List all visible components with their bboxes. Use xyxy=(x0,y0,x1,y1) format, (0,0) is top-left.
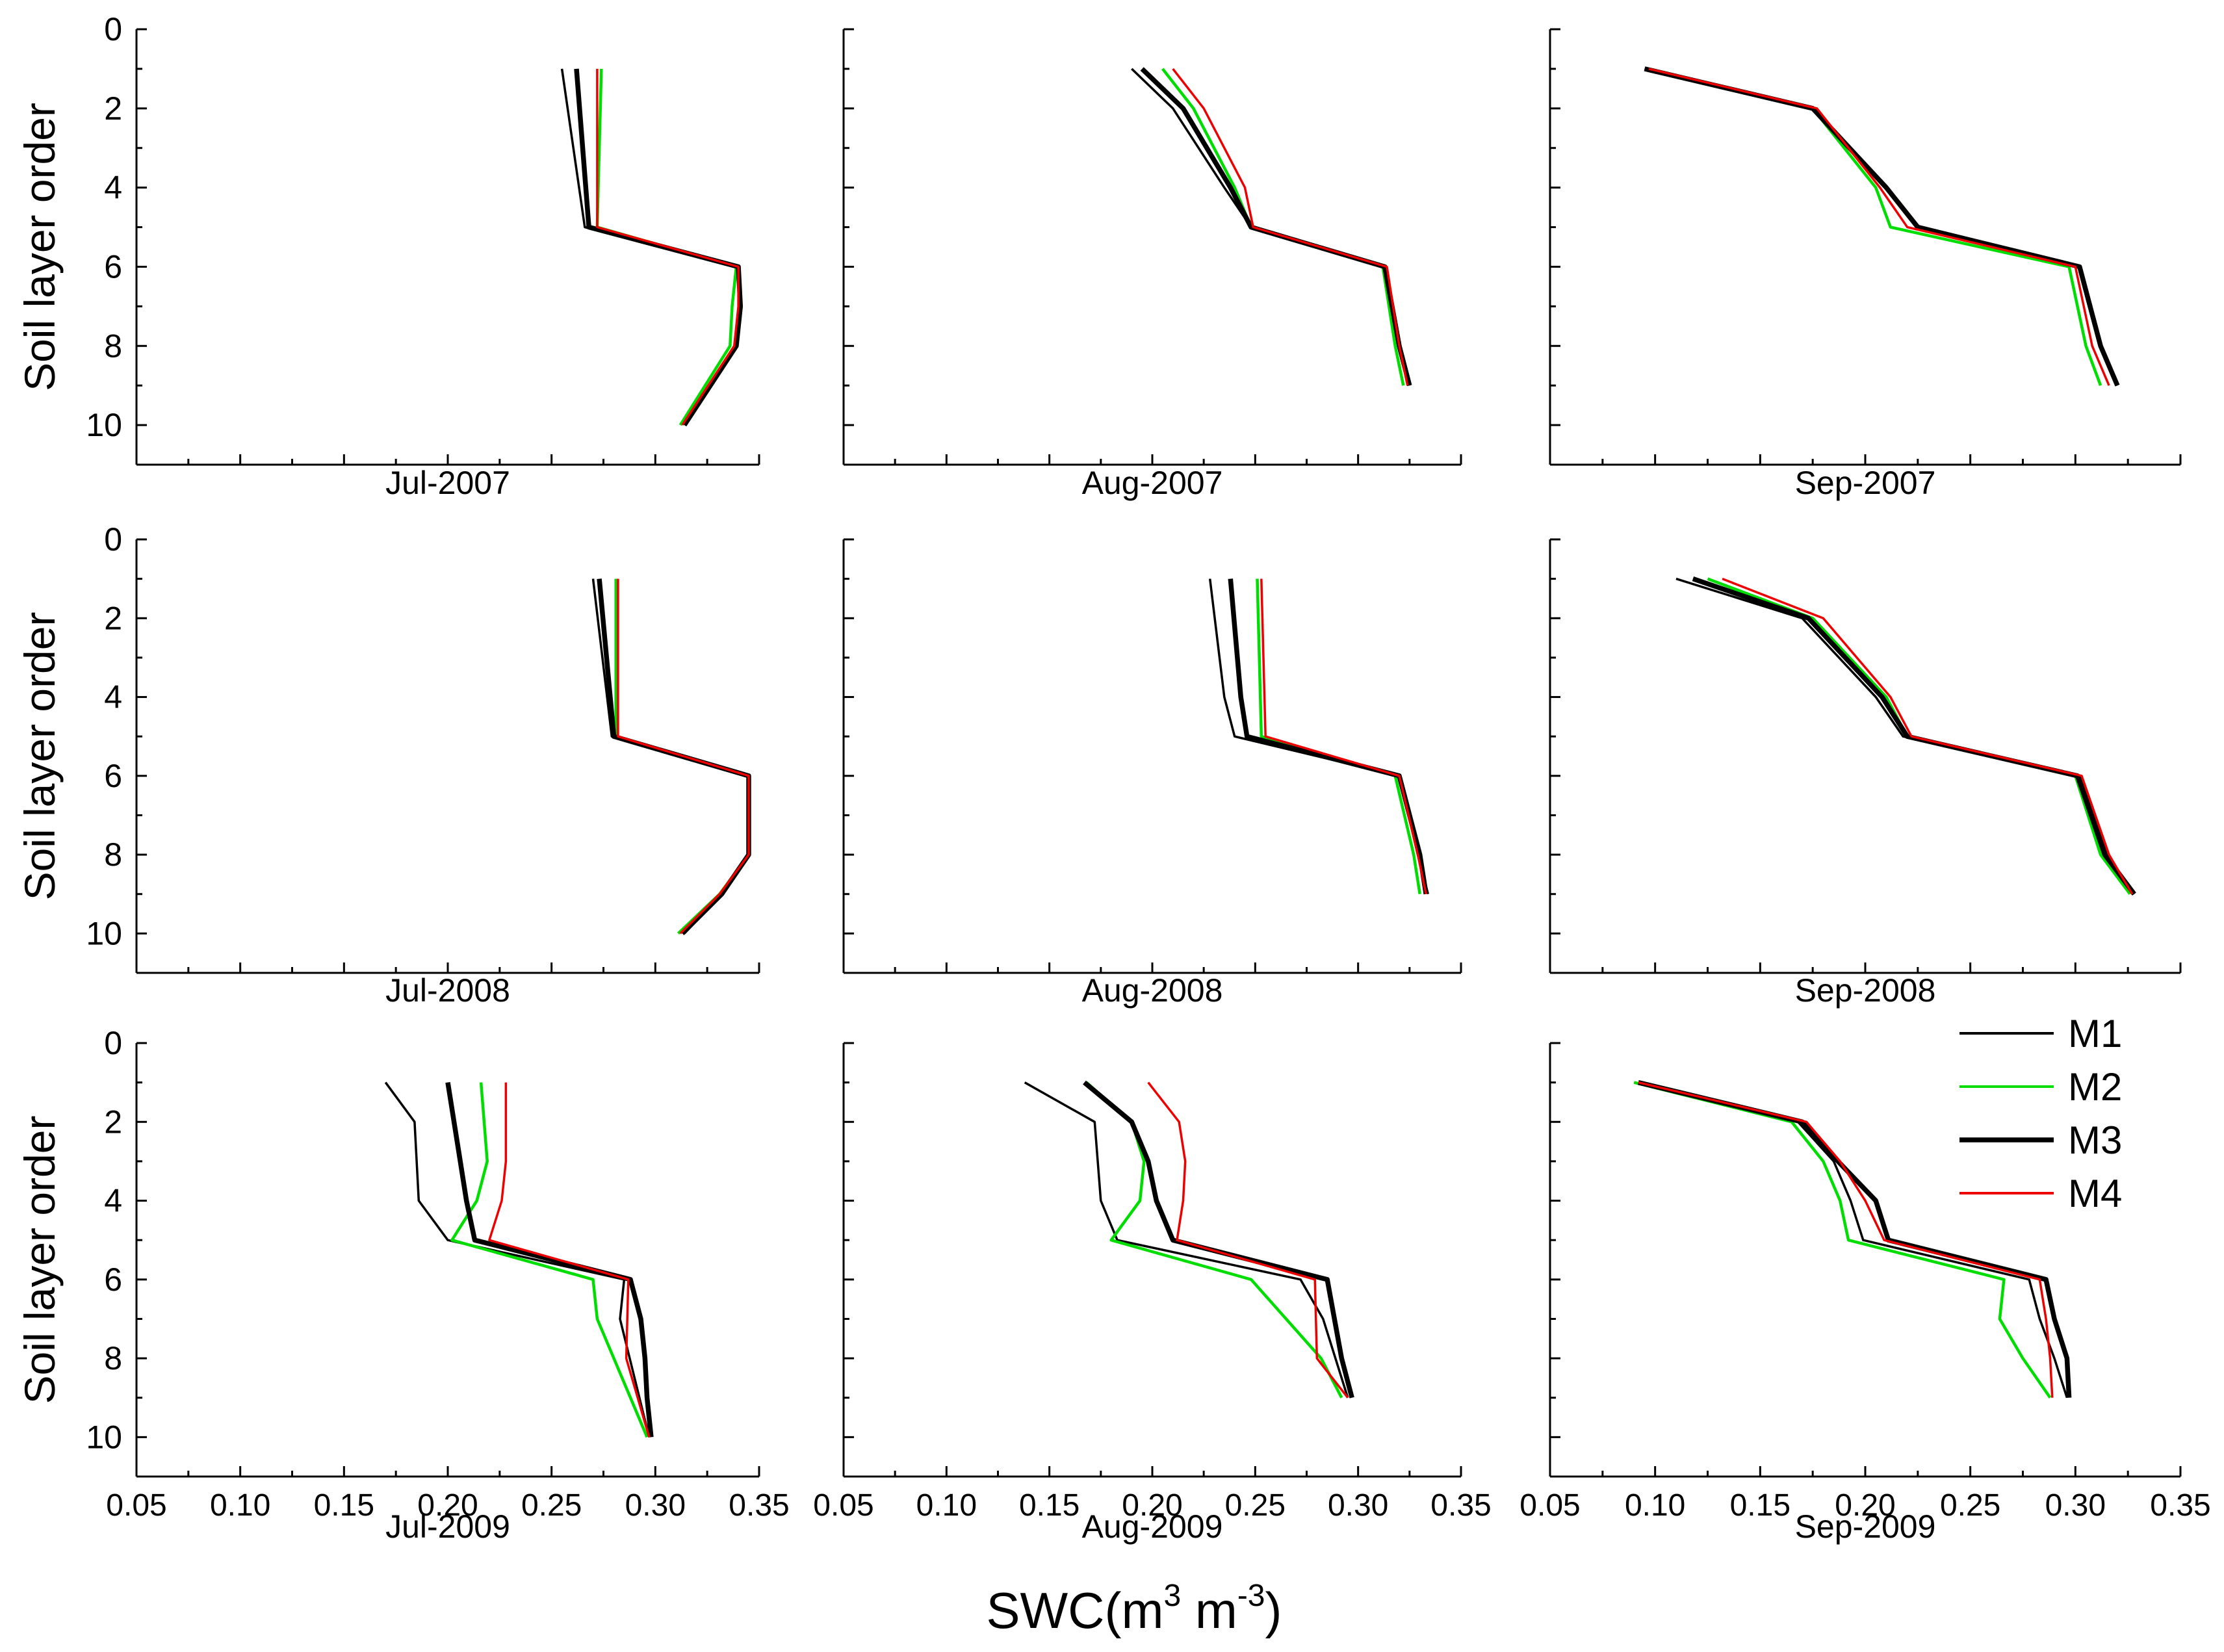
y-axis-title: Soil layer order xyxy=(16,612,64,901)
legend-item-m2: M2 xyxy=(1959,1065,2122,1109)
panel-title: Aug-2009 xyxy=(1082,1508,1223,1545)
x-tick-label: 0.35 xyxy=(1430,1488,1491,1523)
y-tick-label: 4 xyxy=(104,170,122,206)
legend-item-m3: M3 xyxy=(1959,1118,2122,1162)
series-line-m1 xyxy=(1024,1081,1349,1399)
x-tick-label: 0.05 xyxy=(1519,1488,1580,1523)
legend-item-m4: M4 xyxy=(1959,1172,2122,1215)
x-tick-label: 0.30 xyxy=(625,1488,686,1523)
panel-title: Sep-2008 xyxy=(1795,972,1936,1009)
x-axis-title-sup2: -3 xyxy=(1237,1579,1265,1613)
series-line-m4 xyxy=(1638,1081,2054,1398)
legend-label: M3 xyxy=(2068,1118,2122,1162)
x-tick-label: 0.10 xyxy=(1625,1488,1685,1523)
series-line-m3 xyxy=(445,1082,654,1438)
x-tick-label: 0.25 xyxy=(1225,1488,1286,1523)
x-tick-label: 0.20 xyxy=(1835,1488,1895,1523)
series-line-m2 xyxy=(1633,1081,2052,1399)
y-tick-label: 0 xyxy=(104,521,122,558)
y-tick-label: 10 xyxy=(86,1419,122,1455)
panel-jul-2007: 0 2 4 6 8 10 Jul-2007 xyxy=(86,11,760,501)
panel-jul-2009: 0 2 4 6 8 10 0.05 0.10 0.15 0.20 0.25 0.30 0.35 Jul-2… xyxy=(86,1025,789,1545)
y-tick-label: 4 xyxy=(104,1183,122,1219)
legend-label: M1 xyxy=(2068,1012,2122,1055)
series-line-m4 xyxy=(1722,577,2134,895)
x-axis-title-end: ) xyxy=(1265,1582,1282,1639)
series-line-m3 xyxy=(1692,576,2136,896)
panel-sep-2009: 0.05 0.10 0.15 0.20 0.25 0.30 0.35 Sep-2009 xyxy=(1519,1042,2211,1545)
panel-title: Aug-2008 xyxy=(1082,972,1223,1009)
x-tick-label: 0.20 xyxy=(417,1488,478,1523)
x-tick-label: 0.15 xyxy=(1019,1488,1080,1523)
panel-aug-2008: Aug-2008 xyxy=(842,538,1462,1009)
panel-title: Sep-2007 xyxy=(1795,465,1936,501)
y-axis-title: Soil layer order xyxy=(16,1116,64,1404)
panel-title: Sep-2009 xyxy=(1795,1508,1936,1545)
panel-grid: 0 2 4 6 8 10 Jul-2007 Aug-2007 Sep-2007 0 2 4 6 8 10 Ju… xyxy=(16,11,2211,1545)
series-line-m4 xyxy=(1147,1081,1349,1399)
x-tick-label: 0.30 xyxy=(2045,1488,2106,1523)
y-tick-label: 0 xyxy=(104,1025,122,1061)
series-line-m3 xyxy=(1083,1080,1354,1399)
y-tick-label: 8 xyxy=(104,328,122,364)
panel-aug-2009: 0.05 0.10 0.15 0.20 0.25 0.30 0.35 Aug-2009 xyxy=(813,1042,1492,1545)
y-tick-label: 6 xyxy=(104,758,122,794)
y-tick-label: 0 xyxy=(104,11,122,47)
y-tick-label: 4 xyxy=(104,679,122,716)
panel-title: Aug-2007 xyxy=(1082,465,1223,501)
series-line-m4 xyxy=(617,578,750,935)
panel-sep-2008: Sep-2008 xyxy=(1549,538,2182,1009)
legend-item-m1: M1 xyxy=(1959,1012,2122,1055)
series-line-m3 xyxy=(1228,578,1429,895)
panel-sep-2007: Sep-2007 xyxy=(1549,28,2182,501)
series-line-m4 xyxy=(488,1082,651,1438)
series-line-m2 xyxy=(450,1082,649,1438)
x-tick-label: 0.35 xyxy=(729,1488,789,1523)
x-tick-label: 0.15 xyxy=(314,1488,374,1523)
x-tick-label: 0.25 xyxy=(1940,1488,2000,1523)
x-tick-label: 0.35 xyxy=(2150,1488,2210,1523)
x-tick-label: 0.10 xyxy=(916,1488,977,1523)
x-tick-label: 0.10 xyxy=(210,1488,270,1523)
legend-label: M2 xyxy=(2068,1065,2122,1109)
series-line-m4 xyxy=(1260,578,1427,895)
panel-jul-2008: 0 2 4 6 8 10 Jul-2008 xyxy=(86,521,760,1009)
y-axis-title: Soil layer order xyxy=(16,103,64,391)
y-tick-label: 2 xyxy=(104,1103,122,1140)
panel-title: Jul-2008 xyxy=(385,972,510,1009)
x-tick-label: 0.30 xyxy=(1328,1488,1388,1523)
x-axis-title: SWC(m3 m-3) xyxy=(987,1579,1282,1639)
y-tick-label: 10 xyxy=(86,915,122,951)
x-tick-label: 0.15 xyxy=(1730,1488,1791,1523)
x-tick-label: 0.20 xyxy=(1122,1488,1182,1523)
y-tick-label: 2 xyxy=(104,600,122,636)
series-line-m4 xyxy=(596,68,740,426)
y-tick-label: 6 xyxy=(104,1261,122,1298)
legend-label: M4 xyxy=(2068,1172,2122,1215)
y-tick-label: 2 xyxy=(104,90,122,127)
panel-title: Jul-2009 xyxy=(385,1508,510,1545)
y-tick-label: 6 xyxy=(104,248,122,285)
y-tick-label: 8 xyxy=(104,1340,122,1376)
x-axis-title-main: SWC(m xyxy=(987,1582,1164,1639)
x-tick-label: 0.05 xyxy=(813,1488,873,1523)
legend: M1 M2 M3 M4 xyxy=(1959,1012,2122,1215)
x-axis-title-mid: m xyxy=(1181,1582,1237,1639)
series-line-m4 xyxy=(1648,68,2110,386)
x-tick-label: 0.05 xyxy=(106,1488,166,1523)
series-line-m4 xyxy=(1172,68,1409,386)
y-tick-label: 10 xyxy=(86,407,122,443)
x-tick-label: 0.25 xyxy=(521,1488,582,1523)
panel-title: Jul-2007 xyxy=(385,465,510,501)
y-tick-label: 8 xyxy=(104,836,122,873)
panel-aug-2007: Aug-2007 xyxy=(842,28,1462,501)
x-axis-title-sup1: 3 xyxy=(1163,1579,1181,1613)
series-line-m1 xyxy=(384,1081,651,1438)
